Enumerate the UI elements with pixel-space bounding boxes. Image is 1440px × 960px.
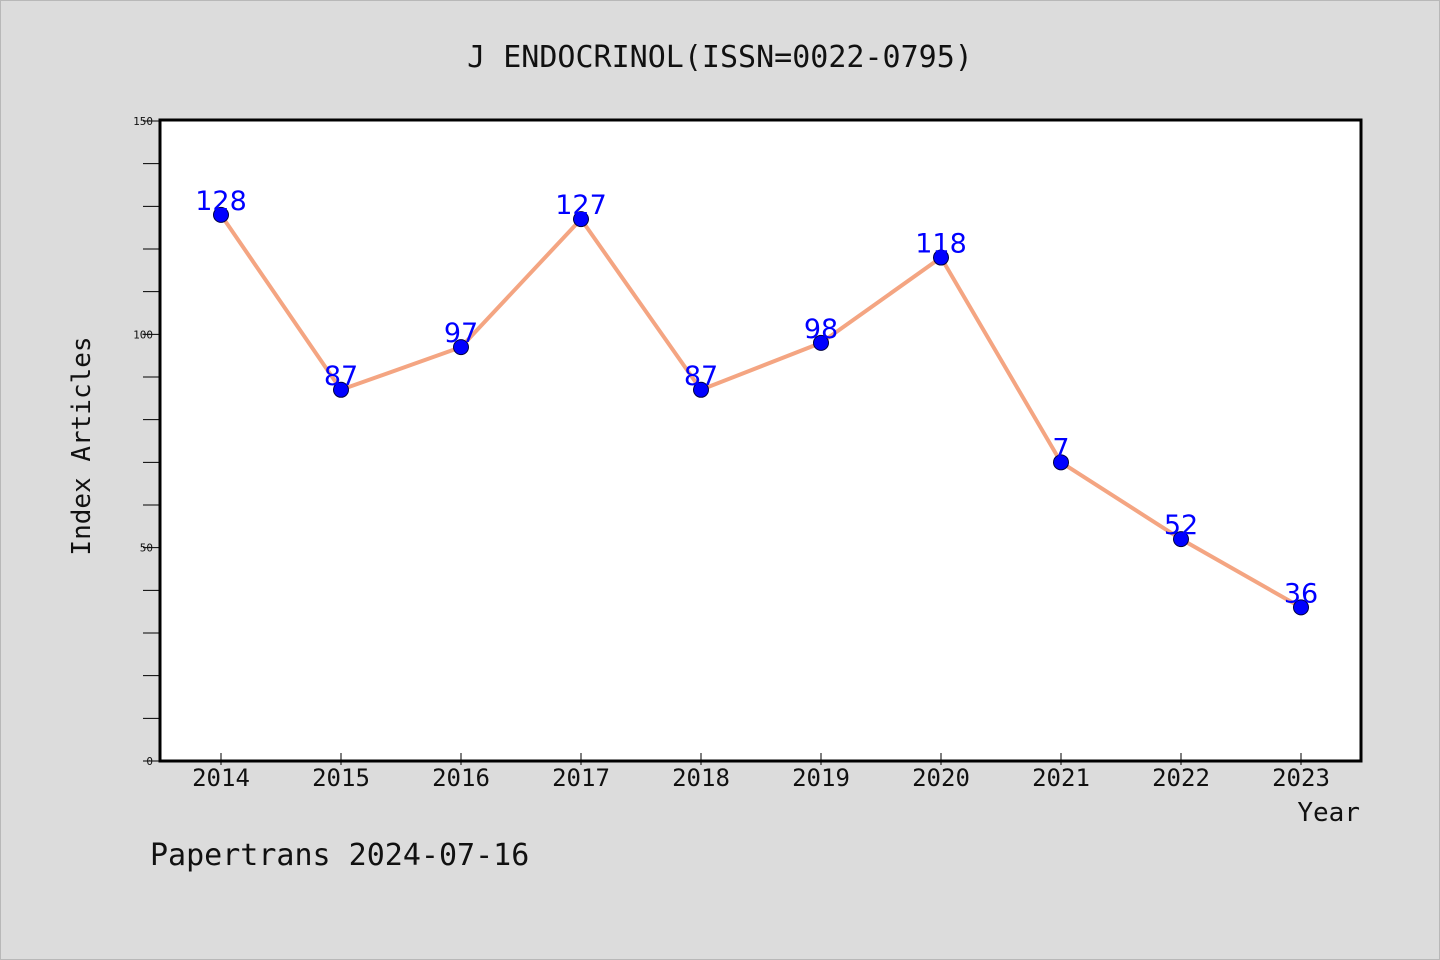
data-label: 87: [324, 361, 358, 392]
data-label: 118: [915, 229, 967, 260]
y-tick-label: 150: [133, 115, 153, 128]
x-tick-label: 2014: [192, 764, 250, 792]
data-point: [453, 339, 469, 356]
x-tick-label: 2020: [912, 764, 970, 792]
data-label: 87: [684, 361, 718, 392]
data-point: [1053, 454, 1069, 471]
y-tick-label: 0: [146, 755, 153, 768]
y-tick-label: 50: [140, 542, 153, 555]
x-tick-label: 2015: [312, 764, 370, 792]
x-tick-label: 2018: [672, 764, 730, 792]
data-label: 128: [195, 186, 247, 217]
data-point: [693, 381, 709, 398]
data-label: 127: [555, 190, 607, 221]
data-label: 97: [444, 318, 478, 349]
x-tick-label: 2021: [1032, 764, 1090, 792]
series-layer: 128 87 97 127 87 98 118 7 52 36: [195, 186, 1318, 616]
x-tick-label: 2017: [552, 764, 610, 792]
x-tick-label: 2022: [1152, 764, 1210, 792]
data-point: [333, 381, 349, 398]
data-point: [1173, 531, 1189, 548]
data-point: [1293, 599, 1309, 616]
chart-title: J ENDOCRINOL(ISSN=0022-0795): [467, 40, 973, 75]
data-point: [933, 249, 949, 266]
x-tick-label: 2019: [792, 764, 850, 792]
y-tick-label: 100: [133, 328, 153, 341]
series-line: [219, 213, 1302, 610]
plot-area: [158, 118, 1363, 763]
x-axis-title: Year: [1297, 798, 1360, 828]
x-tick-label: 2023: [1272, 764, 1330, 792]
data-label: 36: [1284, 578, 1318, 609]
data-label: 98: [804, 314, 838, 345]
x-axis: 2014 2015 2016 2017 2018 2019 2020 2021 2022 2023: [192, 753, 1330, 792]
footer-credit: Papertrans 2024-07-16: [150, 838, 529, 873]
y-axis: 0 50 100 150: [133, 115, 161, 768]
data-label: 52: [1164, 510, 1198, 541]
x-tick-label: 2016: [432, 764, 490, 792]
data-label: 7: [1052, 433, 1069, 464]
data-point: [573, 211, 589, 228]
y-axis-title: Index Articles: [67, 336, 97, 555]
data-point: [213, 206, 229, 223]
data-point: [813, 334, 829, 351]
